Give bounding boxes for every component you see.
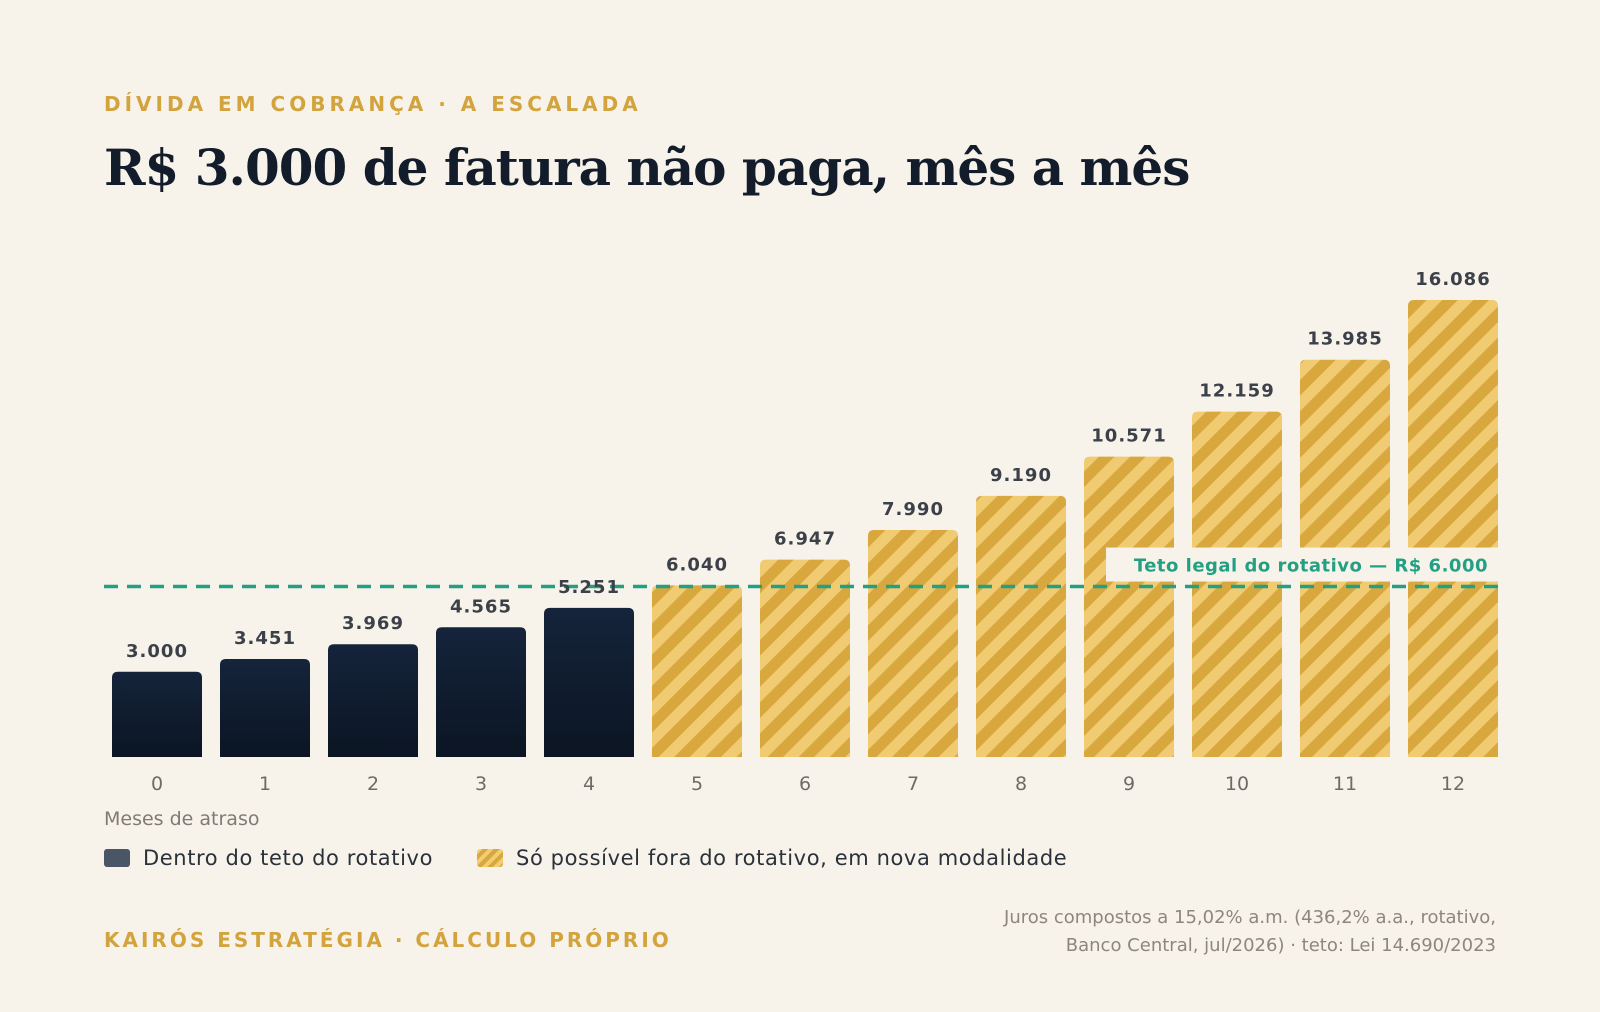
value-label-month-7: 7.990 xyxy=(882,499,944,520)
x-tick-label-5: 5 xyxy=(691,773,703,795)
value-label-month-1: 3.451 xyxy=(234,628,296,649)
bar-month-9 xyxy=(1084,456,1174,757)
x-tick-label-11: 11 xyxy=(1333,773,1357,795)
x-tick-label-0: 0 xyxy=(151,773,163,795)
footer-note-line-2: Banco Central, jul/2026) · teto: Lei 14.… xyxy=(1065,935,1496,956)
value-label-month-8: 9.190 xyxy=(990,465,1052,486)
legend-swatch-outside xyxy=(477,849,504,867)
value-label-month-12: 16.086 xyxy=(1415,269,1490,290)
x-tick-label-9: 9 xyxy=(1123,773,1135,795)
x-tick-label-7: 7 xyxy=(907,773,919,795)
bar-month-8 xyxy=(976,495,1066,757)
legend-label-inside: Dentro do teto do rotativo xyxy=(143,846,434,870)
bar-month-12 xyxy=(1408,300,1498,757)
value-label-month-11: 13.985 xyxy=(1307,329,1382,350)
bar-month-3 xyxy=(436,627,526,757)
chart-eyebrow: DÍVIDA EM COBRANÇA · A ESCALADA xyxy=(104,92,642,116)
bar-month-7 xyxy=(868,530,958,757)
value-label-month-6: 6.947 xyxy=(774,529,836,550)
bar-month-10 xyxy=(1192,411,1282,757)
legend-item-outside: Só possível fora do rotativo, em nova mo… xyxy=(477,846,1067,870)
x-tick-label-2: 2 xyxy=(367,773,379,795)
chart-title: R$ 3.000 de fatura não paga, mês a mês xyxy=(104,138,1190,197)
x-tick-label-12: 12 xyxy=(1441,773,1465,795)
bar-month-1 xyxy=(220,658,310,757)
value-label-month-3: 4.565 xyxy=(450,596,512,617)
bar-month-5 xyxy=(652,585,742,757)
x-tick-label-3: 3 xyxy=(475,773,487,795)
bar-month-4 xyxy=(544,607,634,757)
value-label-month-2: 3.969 xyxy=(342,613,404,634)
value-label-month-0: 3.000 xyxy=(126,641,188,662)
footer-note: Juros compostos a 15,02% a.m. (436,2% a.… xyxy=(936,904,1496,960)
legend-label-outside: Só possível fora do rotativo, em nova mo… xyxy=(516,846,1068,870)
chart-legend: Dentro do teto do rotativo Só possível f… xyxy=(104,846,1111,870)
value-label-month-9: 10.571 xyxy=(1091,426,1166,447)
x-tick-label-6: 6 xyxy=(799,773,811,795)
x-tick-label-1: 1 xyxy=(259,773,271,795)
x-tick-label-10: 10 xyxy=(1225,773,1249,795)
x-axis-title: Meses de atraso xyxy=(104,808,259,830)
footer-source: KAIRÓS ESTRATÉGIA · CÁLCULO PRÓPRIO xyxy=(104,928,672,952)
legend-swatch-inside xyxy=(104,849,130,867)
legal-ceiling-label-background xyxy=(1106,547,1498,582)
x-tick-label-4: 4 xyxy=(583,773,595,795)
legend-item-inside: Dentro do teto do rotativo xyxy=(104,846,433,870)
value-label-month-5: 6.040 xyxy=(666,554,728,575)
bar-month-2 xyxy=(328,644,418,757)
value-label-month-10: 12.159 xyxy=(1199,381,1274,402)
bar-month-6 xyxy=(760,559,850,757)
legal-ceiling-label: Teto legal do rotativo — R$ 6.000 xyxy=(1134,556,1488,577)
footer-note-line-1: Juros compostos a 15,02% a.m. (436,2% a.… xyxy=(1004,907,1496,928)
value-label-month-4: 5.251 xyxy=(558,577,620,598)
x-tick-label-8: 8 xyxy=(1015,773,1027,795)
labels-layer: 3.000 0 3.451 1 3.969 2 4.565 3 5.251 4 6.040 5 6.94… xyxy=(104,269,1490,830)
reference-layer: Teto legal do rotativo — R$ 6.000 xyxy=(104,547,1498,589)
bar-month-0 xyxy=(112,671,202,757)
